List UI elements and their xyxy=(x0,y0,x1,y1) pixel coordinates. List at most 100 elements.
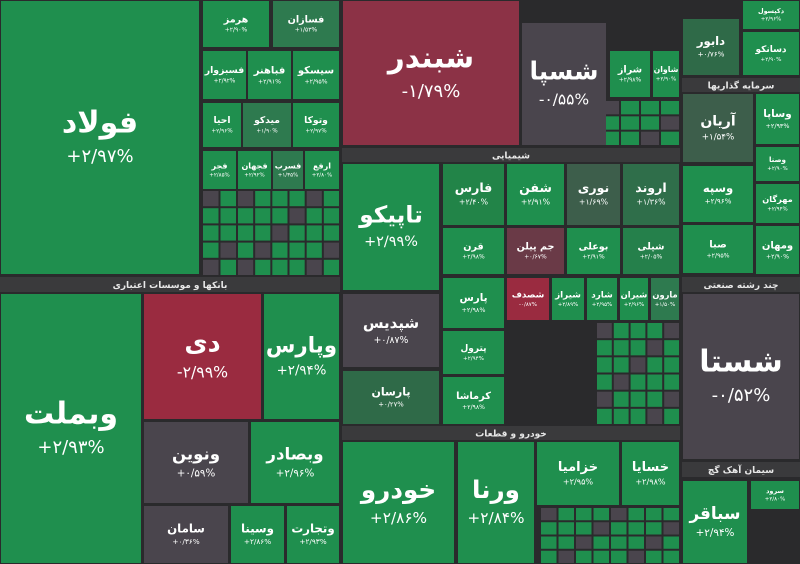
small-tile xyxy=(613,374,629,390)
small-tile xyxy=(641,131,659,145)
tile-change: +۱/۳۵% xyxy=(278,173,299,179)
tile-change: +۲/۹۴% xyxy=(767,206,788,212)
small-tile xyxy=(663,508,679,521)
tile-clip: پارس +۲/۹۸% xyxy=(459,292,487,314)
tile xyxy=(623,164,679,225)
sector-header-clip: شیمیایی xyxy=(492,152,530,162)
tile-clip: دسانکو +۲/۹۰% xyxy=(754,45,786,63)
tile-change: +۲/۸۵% xyxy=(209,173,230,179)
tile xyxy=(343,1,519,145)
small-tile xyxy=(613,323,629,339)
tile xyxy=(567,164,620,225)
tile xyxy=(623,228,679,274)
sector-header-clip: بانکها و موسسات اعتباری xyxy=(113,281,228,291)
tile-name: فولاد xyxy=(62,106,138,141)
small-tile xyxy=(272,242,288,258)
tile-change: +۲/۹۶% xyxy=(705,197,732,206)
tile xyxy=(552,278,584,320)
tile xyxy=(144,422,248,503)
sector-title: چند رشته صنعتی xyxy=(703,281,778,291)
tile-clip: دابور+۰/۷۶% xyxy=(696,34,725,58)
tile-clip: وبملت +۲/۹۳% xyxy=(24,397,118,459)
tile-change: +۲/۹۶% xyxy=(761,17,782,23)
tile-change: +۲/۹۰% xyxy=(656,77,677,83)
tile xyxy=(507,164,564,225)
small-tile xyxy=(597,374,612,390)
tile-change: -۲/۹۹% xyxy=(177,363,228,382)
small-tile xyxy=(306,242,322,258)
tile-name: احیا xyxy=(214,115,231,126)
small-tile xyxy=(203,191,219,207)
tile-clip: بوعلی+۲/۹۱% xyxy=(579,242,609,261)
tile-change: +۲/۹۰% xyxy=(761,57,782,63)
tile xyxy=(756,147,799,181)
tile-change: +۲/۹۰% xyxy=(225,27,248,34)
tile-clip: شبندر -۱/۷۹% xyxy=(386,41,474,102)
small-tile xyxy=(613,340,629,356)
small-tile xyxy=(238,225,254,241)
tile-name: دکپسول xyxy=(758,7,785,15)
tile-name: صبا xyxy=(709,239,727,250)
tile-clip: خزامیا+۲/۹۵% xyxy=(558,460,598,486)
small-tile xyxy=(558,522,574,535)
small-tile xyxy=(203,225,219,241)
tile-clip: تاپیکو +۲/۹۹% xyxy=(358,202,423,250)
small-tile xyxy=(646,550,662,563)
tile-name: خزامیا xyxy=(558,460,598,475)
tile-name: شپلی xyxy=(638,242,665,253)
tile-change: +۰/۵۹% xyxy=(177,467,216,479)
small-tile xyxy=(663,536,679,549)
small-tile xyxy=(203,259,219,275)
small-tile xyxy=(289,191,305,207)
sector-title: سرمایه گذاریها xyxy=(708,80,775,92)
tile xyxy=(537,442,619,505)
tile-change: +۱/۳۶% xyxy=(636,198,665,207)
tile xyxy=(683,166,753,222)
tile-change: +۰/۸۷% xyxy=(374,335,409,346)
tile-clip: وسپه+۲/۹۶% xyxy=(703,181,733,205)
tile-name: فسازان xyxy=(288,15,325,26)
tile-name: شارد xyxy=(591,290,613,300)
tile xyxy=(756,94,799,144)
small-tile xyxy=(255,242,271,258)
tile-clip: وپارس +۲/۹۴% xyxy=(266,334,337,379)
tile-name: سباقر xyxy=(688,503,740,524)
tile-clip: کرماشا +۲/۹۸% xyxy=(456,391,491,411)
tile-name: پترول xyxy=(460,344,486,354)
tile-change: +۰/۶۷% xyxy=(524,254,547,261)
tile-name: تاپیکو xyxy=(358,202,423,229)
tile-name: وساپا xyxy=(763,108,791,120)
tile-name: قرن xyxy=(463,242,483,253)
small-tile xyxy=(238,242,254,258)
sector-title: سیمان آهک گچ xyxy=(708,464,774,476)
tile-name: مارون xyxy=(652,289,677,300)
small-tile xyxy=(647,408,663,424)
small-tile xyxy=(597,323,612,339)
small-tile xyxy=(630,357,646,373)
small-tile xyxy=(628,536,644,549)
tile xyxy=(756,184,799,223)
sector-title: بانکها و موسسات اعتباری xyxy=(113,281,228,291)
small-tile xyxy=(255,208,271,224)
small-tile xyxy=(597,340,612,356)
tile xyxy=(622,442,679,505)
tile xyxy=(343,371,439,424)
tile xyxy=(203,103,241,147)
tile xyxy=(203,1,269,47)
small-tile xyxy=(272,225,288,241)
tile-name: سرود xyxy=(766,487,784,495)
tile-name: وصنا xyxy=(769,155,786,164)
tile-change: +۲/۹۷% xyxy=(66,146,133,167)
tile xyxy=(203,151,236,189)
tile-clip: وصنا +۲/۹۰% xyxy=(767,155,788,172)
tile-name: فجهان xyxy=(241,161,267,170)
tile-clip: سرود +۲/۸۰% xyxy=(765,487,786,503)
small-tile xyxy=(647,391,663,407)
tile xyxy=(1,1,199,274)
tile-name: هرمز xyxy=(223,15,249,26)
tile-clip: شستا -۰/۵۲% xyxy=(699,345,783,407)
small-tile xyxy=(611,508,627,521)
tile-name: وبصادر xyxy=(265,444,323,464)
tile-name: میدکو xyxy=(253,115,280,126)
